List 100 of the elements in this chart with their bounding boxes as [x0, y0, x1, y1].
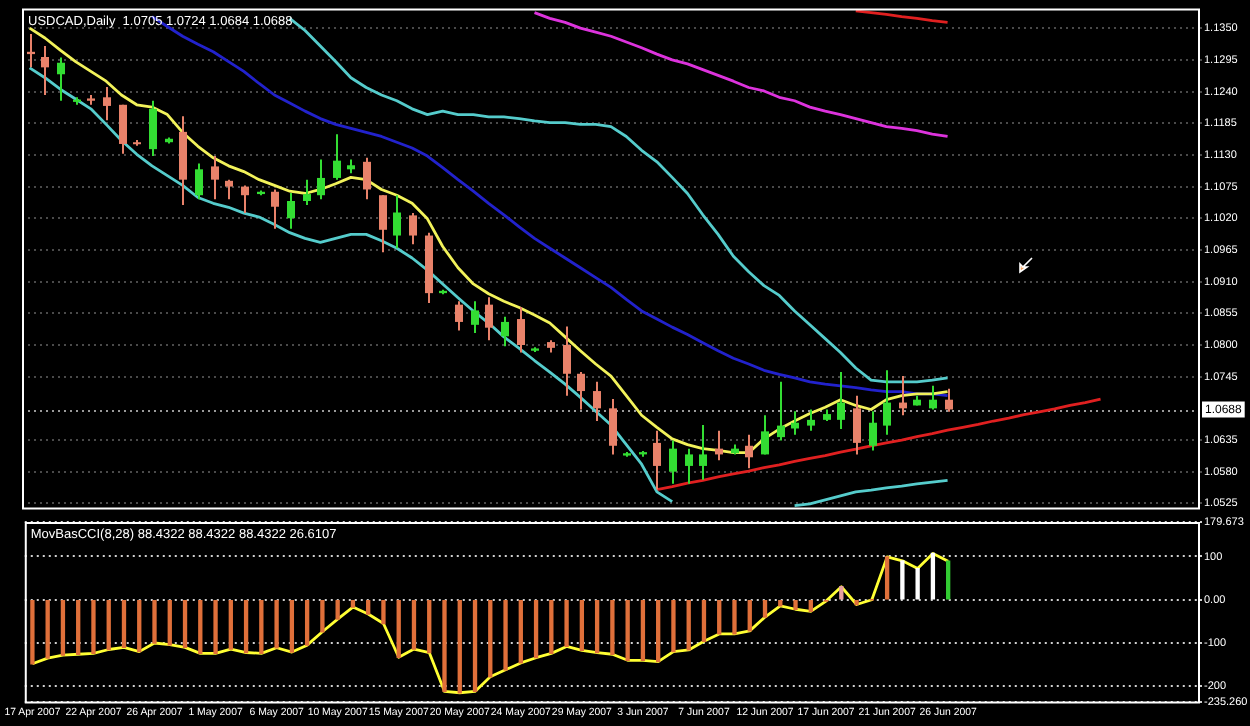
bar: [91, 600, 96, 655]
bar: [564, 600, 569, 648]
bar: [854, 600, 859, 606]
bar: [610, 600, 615, 655]
bar: [213, 600, 218, 655]
candlestick: [393, 194, 401, 250]
bar: [686, 600, 691, 651]
candlestick: [807, 408, 815, 432]
bar: [152, 600, 157, 644]
bar: [381, 600, 386, 625]
candlestick: [119, 103, 127, 155]
bar: [427, 600, 432, 654]
candlestick: [149, 99, 157, 158]
bar: [259, 600, 264, 655]
bar: [304, 600, 310, 646]
bar: [457, 600, 462, 694]
candlestick: [363, 156, 371, 201]
bar: [182, 600, 188, 648]
candlestick: [593, 380, 601, 422]
candlestick: [777, 380, 785, 442]
bar: [396, 600, 401, 658]
bar: [350, 600, 356, 608]
bar: [747, 600, 752, 632]
bar: [137, 600, 142, 653]
bar: [656, 600, 661, 663]
bar: [106, 600, 111, 651]
candlestick: [225, 178, 233, 201]
bar: [274, 600, 279, 649]
bar: [335, 600, 340, 620]
candlestick: [103, 85, 111, 122]
candlestick: [41, 45, 49, 96]
candlestick: [685, 447, 693, 485]
candlestick: [669, 439, 677, 485]
bar: [732, 600, 737, 635]
candlestick: [179, 115, 187, 207]
candlestick: [195, 162, 203, 201]
bar: [76, 600, 81, 655]
bar: [289, 600, 295, 653]
bar: [839, 586, 844, 600]
bar: [640, 600, 646, 661]
bar: [243, 600, 249, 654]
candlestick: [485, 296, 493, 342]
candlestick: [653, 429, 661, 491]
bar: [366, 600, 371, 615]
bar: [533, 600, 539, 659]
candlestick: [869, 410, 877, 452]
bar: [762, 600, 768, 618]
bar: [320, 600, 325, 633]
bar: [472, 600, 478, 693]
bar: [701, 600, 707, 642]
candlestick: [379, 194, 387, 254]
candlestick: [609, 398, 617, 456]
candlestick: [837, 371, 845, 431]
bar: [442, 600, 447, 693]
bar: [30, 600, 35, 665]
bar: [930, 552, 936, 600]
bar: [594, 600, 600, 654]
candlestick: [317, 158, 325, 201]
bar: [625, 600, 630, 661]
candlestick: [699, 424, 707, 481]
candlestick: [241, 184, 249, 215]
candlestick: [271, 188, 279, 230]
candlestick: [945, 387, 953, 413]
bar: [915, 567, 920, 600]
bar: [900, 560, 905, 600]
candlestick: [761, 414, 769, 456]
bar: [946, 560, 951, 600]
bar: [121, 600, 127, 648]
candlestick: [929, 384, 937, 411]
bar: [167, 600, 172, 646]
bar: [411, 600, 417, 650]
bar: [579, 600, 585, 652]
candlestick: [455, 300, 463, 332]
candlestick: [563, 325, 571, 397]
bar: [198, 600, 203, 655]
candlestick: [409, 212, 417, 246]
candlestick: [501, 315, 509, 348]
candlestick: [883, 369, 891, 436]
candlestick: [745, 433, 753, 470]
candlestick: [287, 191, 295, 230]
candlestick: [517, 305, 525, 354]
bar: [518, 600, 523, 664]
bar: [671, 600, 676, 653]
bar: [808, 600, 813, 613]
bar: [45, 600, 50, 659]
bar: [60, 600, 66, 656]
bar: [884, 556, 890, 600]
candlestick: [211, 155, 219, 201]
candlestick: [333, 133, 341, 181]
bar: [549, 600, 554, 655]
candlestick: [577, 371, 585, 411]
bar: [503, 600, 508, 671]
candlestick: [471, 300, 479, 334]
bar: [228, 600, 233, 650]
bar: [793, 600, 798, 610]
bar: [488, 600, 493, 678]
candlestick: [303, 178, 311, 207]
candlestick: [853, 394, 861, 456]
candlestick: [57, 56, 65, 102]
bar: [717, 600, 722, 635]
